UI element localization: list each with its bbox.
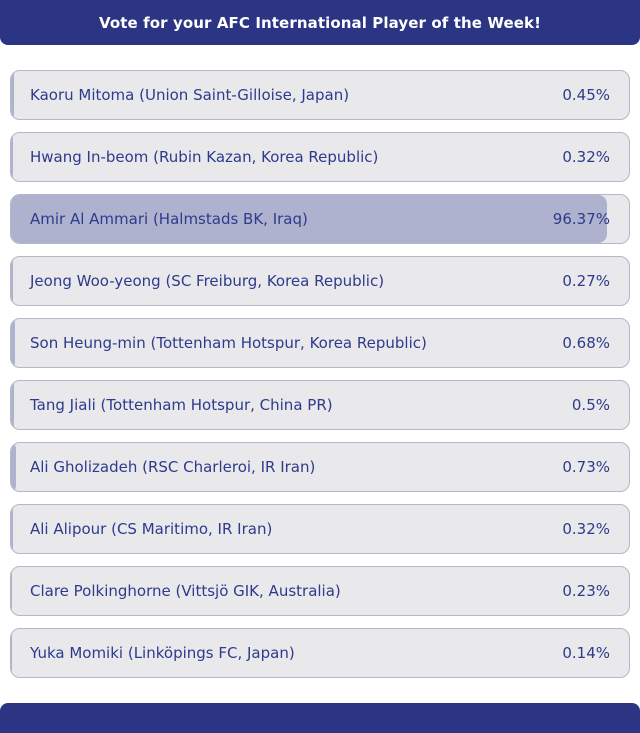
option-percentage: 0.32%: [562, 148, 610, 166]
option-percentage: 0.45%: [562, 86, 610, 104]
option-label: Jeong Woo-yeong (SC Freiburg, Korea Repu…: [30, 272, 385, 290]
poll-option[interactable]: Ali Alipour (CS Maritimo, IR Iran) 0.32%: [10, 504, 630, 554]
poll-option[interactable]: Amir Al Ammari (Halmstads BK, Iraq) 96.3…: [10, 194, 630, 244]
result-bar: [11, 567, 13, 615]
poll-option[interactable]: Hwang In-beom (Rubin Kazan, Korea Republ…: [10, 132, 630, 182]
poll-option[interactable]: Son Heung-min (Tottenham Hotspur, Korea …: [10, 318, 630, 368]
option-percentage: 0.14%: [562, 644, 610, 662]
poll-option[interactable]: Ali Gholizadeh (RSC Charleroi, IR Iran) …: [10, 442, 630, 492]
poll-option[interactable]: Jeong Woo-yeong (SC Freiburg, Korea Repu…: [10, 256, 630, 306]
option-percentage: 0.32%: [562, 520, 610, 538]
option-label: Tang Jiali (Tottenham Hotspur, China PR): [30, 396, 333, 414]
option-label: Yuka Momiki (Linköpings FC, Japan): [30, 644, 295, 662]
poll-option[interactable]: Tang Jiali (Tottenham Hotspur, China PR)…: [10, 380, 630, 430]
option-label: Son Heung-min (Tottenham Hotspur, Korea …: [30, 334, 427, 352]
option-percentage: 0.23%: [562, 582, 610, 600]
poll-option[interactable]: Clare Polkinghorne (Vittsjö GIK, Austral…: [10, 566, 630, 616]
poll-footer: [0, 703, 640, 733]
option-label: Hwang In-beom (Rubin Kazan, Korea Republ…: [30, 148, 379, 166]
result-bar: [11, 319, 16, 367]
result-bar: [11, 505, 13, 553]
poll-option[interactable]: Yuka Momiki (Linköpings FC, Japan) 0.14%: [10, 628, 630, 678]
option-percentage: 0.68%: [562, 334, 610, 352]
result-bar: [11, 257, 13, 305]
poll-option[interactable]: Kaoru Mitoma (Union Saint-Gilloise, Japa…: [10, 70, 630, 120]
result-bar: [11, 629, 12, 677]
option-label: Kaoru Mitoma (Union Saint-Gilloise, Japa…: [30, 86, 350, 104]
poll-title: Vote for your AFC International Player o…: [98, 13, 542, 32]
option-label: Ali Alipour (CS Maritimo, IR Iran): [30, 520, 273, 538]
result-bar: [11, 133, 13, 181]
option-label: Ali Gholizadeh (RSC Charleroi, IR Iran): [30, 458, 316, 476]
poll-header: Vote for your AFC International Player o…: [0, 0, 640, 45]
option-percentage: 0.27%: [562, 272, 610, 290]
option-percentage: 96.37%: [552, 210, 610, 228]
result-bar: [11, 71, 14, 119]
result-bar: [11, 195, 607, 243]
option-percentage: 0.73%: [562, 458, 610, 476]
result-bar: [11, 443, 16, 491]
option-label: Amir Al Ammari (Halmstads BK, Iraq): [30, 210, 308, 228]
option-percentage: 0.5%: [571, 396, 610, 414]
result-bar: [11, 381, 15, 429]
poll-options-list: Kaoru Mitoma (Union Saint-Gilloise, Japa…: [10, 70, 630, 678]
option-label: Clare Polkinghorne (Vittsjö GIK, Austral…: [30, 582, 341, 600]
